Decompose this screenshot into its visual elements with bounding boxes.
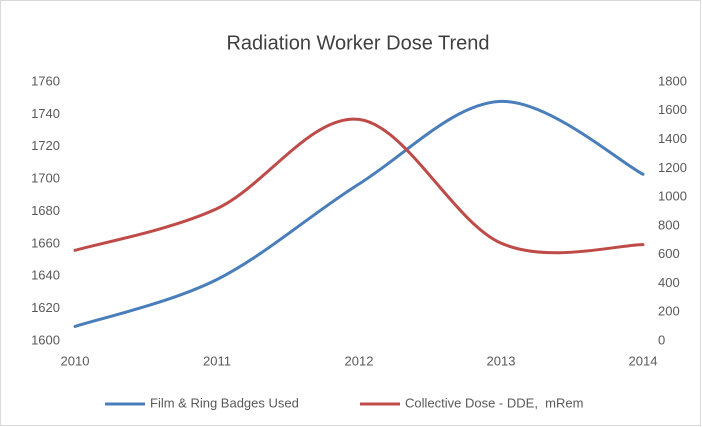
x-tick-label: 2010 [61,353,90,368]
x-tick-label: 2013 [487,353,516,368]
y2-tick-label: 200 [658,304,680,319]
y-tick-label: 1680 [31,203,60,218]
y2-tick-label: 1800 [658,73,687,88]
y-tick-label: 1760 [31,73,60,88]
y-tick-label: 1640 [31,268,60,283]
y-tick-label: 1660 [31,235,60,250]
y2-tick-label: 1200 [658,160,687,175]
y2-tick-label: 0 [658,332,665,347]
y-tick-label: 1620 [31,300,60,315]
series-line [73,99,645,328]
legend-label: Film & Ring Badges Used [150,395,299,410]
y2-tick-label: 400 [658,275,680,290]
y-tick-label: 1720 [31,138,60,153]
x-tick-label: 2014 [629,353,658,368]
chart-title: Radiation Worker Dose Trend [226,32,489,54]
y2-tick-label: 1400 [658,131,687,146]
legend-label: Collective Dose - DDE, mRem [405,395,583,410]
y-tick-label: 1700 [31,171,60,186]
y2-tick-label: 600 [658,246,680,261]
y2-tick-label: 800 [658,217,680,232]
y-tick-label: 1600 [31,332,60,347]
y2-tick-label: 1600 [658,102,687,117]
x-tick-label: 2011 [203,353,231,368]
y-tick-label: 1740 [31,106,60,121]
y2-tick-label: 1000 [658,189,687,204]
x-tick-label: 2012 [345,353,374,368]
series-line [73,117,645,255]
